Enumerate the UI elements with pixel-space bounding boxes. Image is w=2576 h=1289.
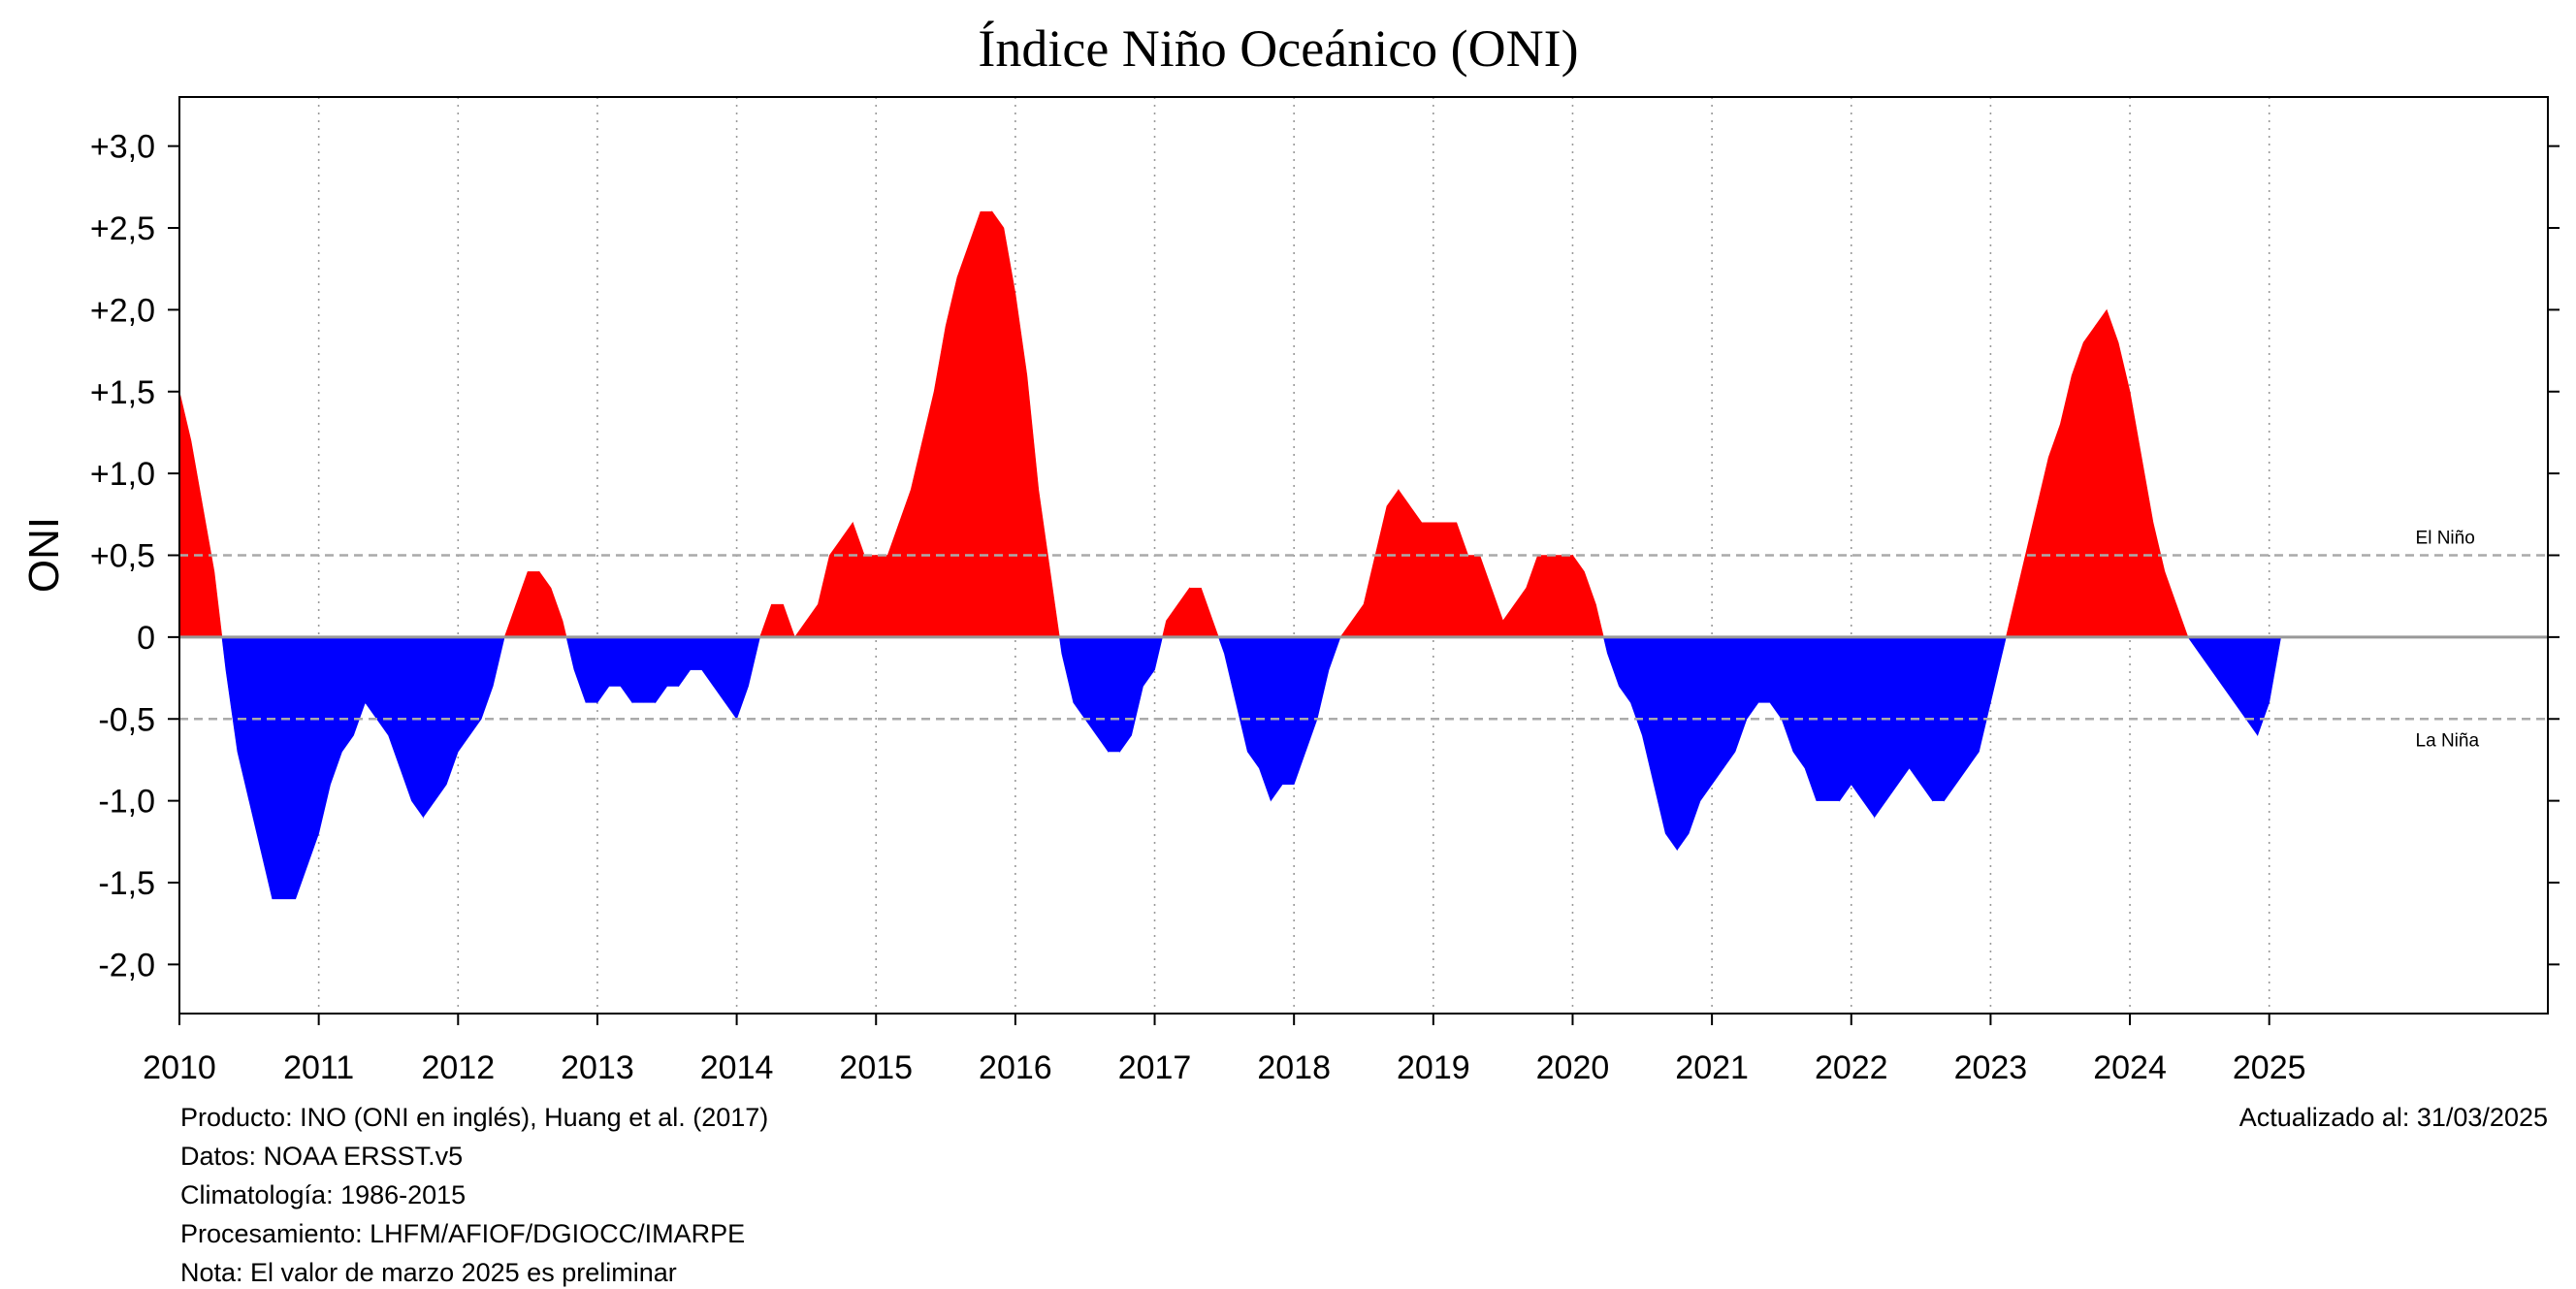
- positive-anomaly-area: [178, 210, 2189, 638]
- y-tick-label: -1,5: [98, 865, 155, 902]
- y-tick-label: +0,5: [90, 538, 155, 575]
- x-tick-label: 2014: [700, 1049, 774, 1086]
- y-tick-label: +2,5: [90, 210, 155, 247]
- area-layer: [178, 210, 2282, 900]
- x-tick-label: 2017: [1118, 1049, 1192, 1086]
- y-tick-label: -0,5: [98, 701, 155, 738]
- x-tick-label: 2018: [1257, 1049, 1331, 1086]
- footer-note: Datos: NOAA ERSST.v5: [180, 1142, 464, 1171]
- chart-title: Índice Niño Oceánico (ONI): [978, 19, 1578, 78]
- x-tick-label: 2022: [1815, 1049, 1888, 1086]
- y-tick-label: +1,5: [90, 374, 155, 411]
- y-tick-label: -1,0: [98, 784, 155, 821]
- x-tick-label: 2019: [1397, 1049, 1470, 1086]
- x-tick-label: 2013: [561, 1049, 634, 1086]
- tick-labels: 2010 2011 2012 2013 2014 2015 2016 2017 2018 2019…: [90, 129, 2306, 1086]
- footer-note: Producto: INO (ONI en inglés), Huang et …: [180, 1103, 769, 1132]
- y-tick-label: -2,0: [98, 947, 155, 983]
- x-tick-label: 2023: [1954, 1049, 2028, 1086]
- y-tick-label: 0: [137, 620, 155, 657]
- x-tick-label: 2020: [1536, 1049, 1610, 1086]
- la-nina-label: La Niña: [2416, 730, 2480, 751]
- x-tick-label: 2024: [2093, 1049, 2167, 1086]
- x-tick-label: 2025: [2233, 1049, 2306, 1086]
- negative-anomaly-area: [221, 636, 2282, 900]
- x-tick-label: 2011: [283, 1049, 354, 1086]
- y-axis-label: ONI: [20, 517, 68, 593]
- axes: [168, 96, 2560, 1025]
- reference-lines: El Niño La Niña: [179, 529, 2548, 751]
- y-tick-label: +1,0: [90, 456, 155, 493]
- x-tick-label: 2016: [979, 1049, 1052, 1086]
- footer-note: Nota: El valor de marzo 2025 es prelimin…: [180, 1258, 677, 1287]
- y-tick-label: +2,0: [90, 292, 155, 329]
- footer-note: Procesamiento: LHFM/AFIOF/DGIOCC/IMARPE: [180, 1219, 746, 1248]
- x-tick-label: 2021: [1675, 1049, 1749, 1086]
- x-tick-label: 2015: [839, 1049, 913, 1086]
- el-nino-label: El Niño: [2416, 529, 2475, 549]
- x-tick-label: 2012: [421, 1049, 495, 1086]
- updated-date: Actualizado al: 31/03/2025: [2238, 1103, 2548, 1132]
- x-tick-label: 2010: [143, 1049, 216, 1086]
- footer-note: Climatología: 1986-2015: [180, 1180, 467, 1209]
- y-tick-label: +3,0: [90, 129, 155, 166]
